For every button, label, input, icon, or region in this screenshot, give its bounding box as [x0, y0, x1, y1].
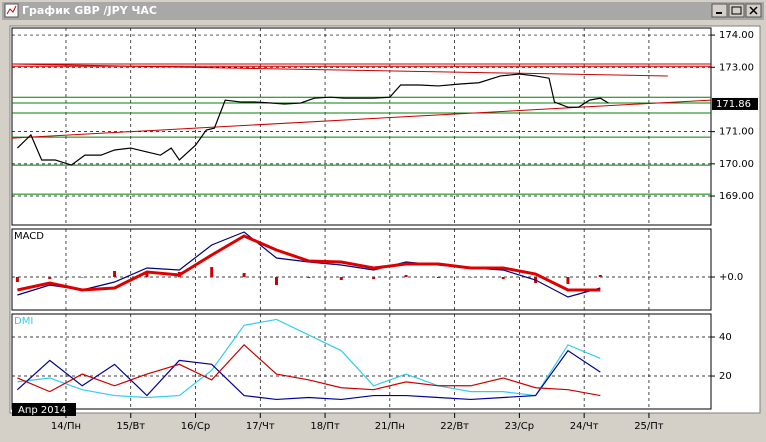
- histogram-bar: [145, 273, 149, 277]
- maximize-glyph: [731, 6, 742, 15]
- histogram-bar: [339, 277, 343, 280]
- y-tick-label: 169.00: [719, 191, 754, 202]
- histogram-bar: [80, 277, 84, 278]
- close-glyph: [749, 6, 758, 15]
- panel-title: MACD: [14, 231, 44, 242]
- y-tick-label: 20: [719, 371, 732, 382]
- macd-panel: [11, 228, 712, 311]
- x-tick-label: 18/Пт: [310, 421, 340, 432]
- title-bar: [2, 2, 764, 20]
- series-line: [16, 73, 609, 166]
- y-tick-label: 170.00: [719, 159, 754, 170]
- window-title: График GBP /JPY ЧАС: [22, 4, 157, 17]
- last-price-box: [712, 97, 758, 110]
- y-tick-label: 40: [719, 332, 732, 343]
- trend-line: [11, 63, 668, 77]
- histogram-bar: [598, 275, 602, 277]
- y-tick-label: 174.00: [719, 30, 754, 41]
- series-line: [16, 349, 601, 401]
- dmi-panel: [11, 313, 712, 410]
- period-badge: [12, 403, 76, 416]
- histogram-bar: [469, 277, 473, 278]
- x-tick-label: 15/Вт: [116, 421, 145, 432]
- histogram-bar: [242, 273, 246, 277]
- histogram-bar: [501, 277, 505, 279]
- panel-title: DMI: [14, 316, 33, 327]
- histogram-bar: [372, 277, 376, 279]
- y-tick-label: 171.00: [719, 127, 754, 138]
- histogram-bar: [307, 277, 311, 278]
- period-label: Апр 2014: [18, 405, 66, 416]
- series-line: [17, 234, 601, 292]
- y-tick-label: 173.00: [719, 62, 754, 73]
- series-line: [17, 343, 601, 397]
- window-buttons[interactable]: [711, 3, 762, 18]
- histogram-bar: [210, 267, 214, 277]
- y-tick-label: +0.0: [719, 272, 743, 283]
- histogram-bar: [566, 277, 570, 284]
- last-price-label: 171.86: [716, 99, 751, 110]
- histogram-bar: [48, 277, 52, 279]
- series-line: [17, 318, 601, 399]
- x-tick-label: 16/Ср: [181, 421, 210, 432]
- histogram-bar: [274, 277, 278, 285]
- price-panel: [11, 27, 712, 226]
- x-tick-label: 24/Чт: [570, 421, 599, 432]
- histogram-bar: [15, 277, 19, 282]
- histogram-bar: [404, 275, 408, 277]
- x-tick-label: 17/Чт: [246, 421, 275, 432]
- x-tick-label: 22/Вт: [440, 421, 469, 432]
- x-tick-label: 25/Пт: [634, 421, 664, 432]
- x-tick-label: 21/Пн: [375, 421, 405, 432]
- window-icon-line: [6, 5, 17, 15]
- histogram-bar: [113, 271, 117, 277]
- maximize-button[interactable]: [728, 3, 745, 18]
- x-tick-label: 14/Пн: [51, 421, 81, 432]
- x-tick-label: 23/Ср: [505, 421, 534, 432]
- histogram-bar: [436, 277, 440, 278]
- trend-line: [11, 99, 712, 139]
- minimize-button[interactable]: [711, 3, 728, 18]
